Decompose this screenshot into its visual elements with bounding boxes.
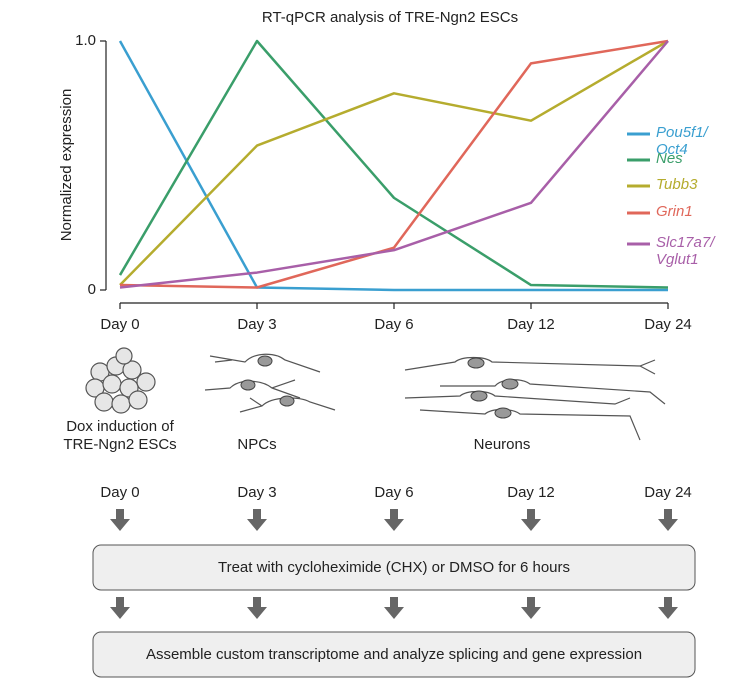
step-box bbox=[92, 631, 696, 678]
arrow bbox=[110, 509, 130, 531]
stage-label-wrap: Dox induction of TRE-Ngn2 ESCs bbox=[63, 418, 177, 453]
y-tick-label: 0 bbox=[88, 281, 96, 298]
series-line bbox=[118, 39, 669, 289]
day-label: Day 12 bbox=[507, 484, 555, 501]
legend-label: Grin1 bbox=[656, 203, 693, 220]
neuron-cells bbox=[404, 356, 666, 441]
y-tick-label: 1.0 bbox=[75, 32, 96, 49]
stage-label: Neurons bbox=[473, 436, 531, 453]
stage-label-wrap: Neurons bbox=[473, 436, 531, 453]
step-text: Treat with cycloheximide (CHX) or DMSO f… bbox=[218, 559, 570, 576]
legend-label: Tubb3 bbox=[656, 176, 698, 193]
npc-cells bbox=[204, 353, 336, 413]
day-label: Day 24 bbox=[644, 484, 692, 501]
arrow bbox=[658, 509, 678, 531]
esc-cluster bbox=[85, 347, 156, 414]
stage-label: NPCs bbox=[237, 436, 277, 453]
series-line bbox=[118, 40, 668, 292]
x-tick-label: Day 24 bbox=[644, 316, 692, 333]
day-label: Day 3 bbox=[237, 484, 276, 501]
arrow bbox=[521, 597, 541, 619]
legend-label: Slc17a7/ Vglut1 bbox=[656, 234, 715, 268]
x-tick-label: Day 3 bbox=[237, 316, 276, 333]
series-line bbox=[119, 40, 669, 289]
day-label: Day 0 bbox=[100, 484, 139, 501]
arrow bbox=[110, 597, 130, 619]
x-tick-label: Day 6 bbox=[374, 316, 413, 333]
arrow bbox=[247, 509, 267, 531]
step-box bbox=[92, 544, 696, 591]
x-tick-label: Day 0 bbox=[100, 316, 139, 333]
arrow bbox=[384, 597, 404, 619]
stage-label: Dox induction of TRE-Ngn2 ESCs bbox=[63, 418, 177, 453]
series-line bbox=[119, 39, 669, 289]
x-tick-label: Day 12 bbox=[507, 316, 555, 333]
series-line bbox=[119, 39, 669, 286]
arrow bbox=[384, 509, 404, 531]
legend-entry: Slc17a7/ Vglut1 bbox=[656, 234, 715, 268]
y-axis-label: Normalized expression bbox=[58, 89, 75, 242]
legend-label: Pou5f1/ Oct4 bbox=[656, 124, 708, 158]
arrow bbox=[658, 597, 678, 619]
step-text: Assemble custom transcriptome and analyz… bbox=[146, 646, 642, 663]
legend-entry: Grin1 bbox=[656, 203, 693, 220]
arrow bbox=[521, 509, 541, 531]
stage-label-wrap: NPCs bbox=[237, 436, 277, 453]
legend-entry: Pou5f1/ Oct4 bbox=[656, 124, 708, 158]
legend-entry: Tubb3 bbox=[656, 176, 698, 193]
legend-label: Nes bbox=[656, 150, 683, 167]
legend-entry: Nes bbox=[656, 150, 683, 167]
day-label: Day 6 bbox=[374, 484, 413, 501]
chart-title: RT-qPCR analysis of TRE-Ngn2 ESCs bbox=[262, 9, 518, 26]
arrow bbox=[247, 597, 267, 619]
